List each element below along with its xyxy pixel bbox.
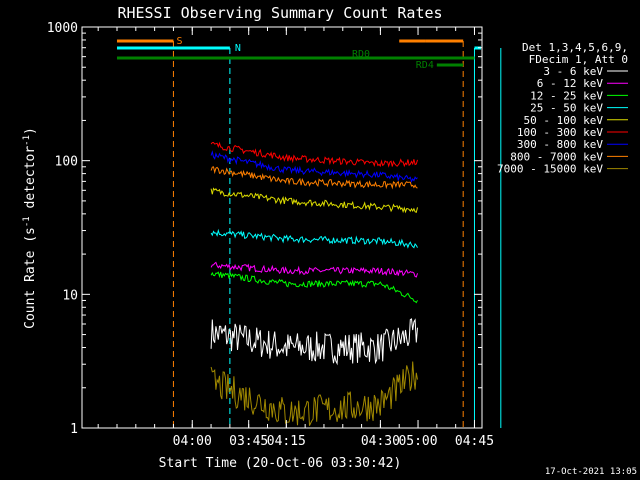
y-axis-label-main: Count Rate (s [23,227,38,329]
x-tick-label: 04:30 [361,434,400,449]
x-tick-label: 04:00 [173,434,212,449]
legend-label: 6 - 12 keV [537,77,604,90]
series-line-2 [210,271,418,304]
saa-label: S [176,36,182,47]
y-tick-label: 100 [55,155,78,170]
night-label: N [235,43,241,54]
legend-label: 300 - 800 keV [517,138,603,151]
x-tick-label: 05:00 [398,434,437,449]
series-line-6 [210,150,418,183]
y-tick-label: 1000 [47,21,78,36]
x-tick-label: 04:45 [455,434,494,449]
legend-label: 12 - 25 keV [530,89,603,102]
plot-frame [81,26,483,429]
legend-header: Det 1,3,4,5,6,9, [522,41,628,54]
legend-label: 800 - 7000 keV [510,150,603,163]
y-axis-label-sup1: -1 [22,216,32,227]
series-group [210,141,418,426]
series-line-4 [210,187,418,214]
chart-title: RHESSI Observing Summary Count Rates [117,4,442,22]
legend-header: FDecim 1, Att 0 [529,53,628,66]
legend: Det 1,3,4,5,6,9,FDecim 1, Att 03 - 6 keV… [497,41,628,176]
y-axis-label-mid: detector [23,146,38,217]
y-tick-label: 10 [62,288,78,303]
x-axis: 03:45 04:00 04:15 04:30 04:45 05:00 [97,27,494,449]
rd4-label: RD4 [416,60,434,71]
series-line-7 [210,166,418,190]
legend-label: 7000 - 15000 keV [497,163,603,176]
series-line-1 [210,261,418,278]
x-tick-label: 03:45 [229,434,268,449]
rd0-label: RD0 [352,49,370,60]
y-axis-label-end: ) [23,127,38,135]
legend-label: 25 - 50 keV [530,102,603,115]
series-line-8 [210,361,418,426]
y-axis-label: Count Rate (s-1 detector-1) [22,127,38,329]
annotation-bars: S N RD0 RD4 [116,36,502,428]
y-axis: 1 10 100 1000 [47,21,482,437]
series-line-3 [210,228,418,249]
series-line-5 [210,141,418,168]
legend-label: 3 - 6 keV [543,65,603,78]
footer-timestamp: 17-Oct-2021 13:05 [545,467,637,477]
x-tick-label: 04:15 [267,434,306,449]
legend-label: 100 - 300 keV [517,126,603,139]
series-line-0 [210,318,418,366]
x-axis-label: Start Time (20-Oct-06 03:30:42) [159,456,402,471]
y-tick-label: 1 [70,422,78,437]
legend-label: 50 - 100 keV [524,114,604,127]
y-axis-label-sup2: -1 [22,135,32,146]
